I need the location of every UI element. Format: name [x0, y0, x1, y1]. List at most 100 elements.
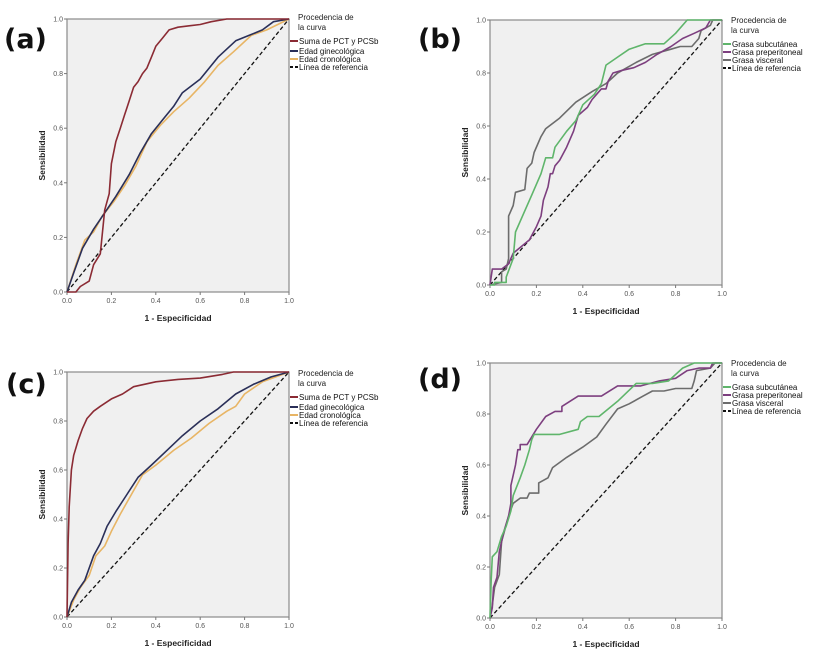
- y-tick-label: 0.2: [53, 235, 63, 242]
- legend-title: Procedencia de: [298, 13, 354, 22]
- roc-panel-b: (b) 0.0 0.2 0.4 0.6 0.8 1.0 0.0 0.2 0.4 0.6 0.8 1.0 1…: [418, 16, 803, 316]
- y-tick-label: 0.2: [476, 230, 486, 237]
- y-tick-label: 0.0: [476, 283, 486, 290]
- legend-title: la curva: [298, 23, 327, 32]
- panel-label: (c): [6, 369, 47, 400]
- x-tick-label: 0.4: [578, 291, 588, 298]
- x-tick-label: 1.0: [717, 624, 727, 631]
- y-tick-label: 0.8: [53, 419, 63, 426]
- x-tick-label: 0.8: [671, 624, 681, 631]
- y-tick-label: 1.0: [53, 370, 63, 377]
- series-line-linea-de-referencia: [66, 18, 290, 293]
- roc-panel-c: (c) 0.0 0.2 0.4 0.6 0.8 1.0 0.0 0.2 0.4 0.6 0.8 1.0 1…: [6, 369, 379, 648]
- legend-item-label: Grasa subcutánea: [732, 40, 798, 49]
- legend-item-label: Línea de referencia: [299, 63, 368, 72]
- y-tick-label: 0.6: [53, 468, 63, 475]
- series-line-grasa-visceral: [489, 19, 722, 286]
- x-tick-label: 0.0: [62, 623, 72, 630]
- series-line-linea-de-referencia: [66, 371, 290, 618]
- y-tick-label: 0.4: [53, 517, 63, 524]
- x-tick-label: 0.4: [151, 298, 161, 305]
- legend-item-label: Línea de referencia: [732, 64, 801, 73]
- y-tick-label: 1.0: [53, 17, 63, 24]
- x-tick-label: 0.8: [240, 623, 250, 630]
- panel-label: (a): [4, 24, 47, 55]
- x-tick-label: 0.2: [107, 623, 117, 630]
- x-tick-label: 0.4: [578, 624, 588, 631]
- x-tick-label: 0.6: [195, 623, 205, 630]
- legend-item-label: Grasa visceral: [732, 56, 783, 65]
- y-tick-label: 0.8: [53, 71, 63, 78]
- legend-item-label: Grasa visceral: [732, 399, 783, 408]
- x-tick-label: 0.0: [485, 291, 495, 298]
- y-tick-label: 1.0: [476, 361, 486, 368]
- x-tick-label: 0.0: [62, 298, 72, 305]
- legend-title: Procedencia de: [731, 16, 787, 25]
- series-line-suma-de-pct-y-pcsb: [67, 18, 289, 293]
- y-axis-title: Sensibilidad: [460, 465, 470, 515]
- y-tick-label: 0.0: [476, 616, 486, 623]
- x-tick-label: 1.0: [717, 291, 727, 298]
- y-tick-label: 0.6: [476, 463, 486, 470]
- series-line-suma-de-pct-y-pcsb: [66, 371, 289, 618]
- x-tick-label: 0.4: [151, 623, 161, 630]
- legend-title: Procedencia de: [298, 369, 354, 378]
- panel-label: (b): [418, 24, 462, 55]
- x-tick-label: 1.0: [284, 298, 294, 305]
- panel-label: (d): [418, 364, 462, 395]
- y-axis-title: Sensibilidad: [37, 130, 47, 180]
- series-line-edad-ginecologica: [66, 371, 290, 618]
- y-tick-label: 0.4: [476, 514, 486, 521]
- series-line-linea-de-referencia: [489, 362, 723, 619]
- y-tick-label: 0.8: [476, 71, 486, 78]
- x-tick-label: 0.6: [624, 291, 634, 298]
- series-line-edad-cronologica: [66, 371, 290, 618]
- y-tick-label: 0.2: [53, 566, 63, 573]
- x-tick-label: 0.2: [107, 298, 117, 305]
- y-tick-label: 0.8: [476, 412, 486, 419]
- x-tick-label: 0.6: [624, 624, 634, 631]
- x-tick-label: 0.0: [485, 624, 495, 631]
- series-line-grasa-preperitoneal: [489, 19, 722, 286]
- y-tick-label: 0.6: [53, 126, 63, 133]
- legend-item-label: Grasa preperitoneal: [732, 48, 803, 57]
- series-line-edad-ginecologica: [66, 18, 290, 293]
- x-tick-label: 0.2: [532, 624, 542, 631]
- legend-item-label: Edad cronológica: [299, 411, 361, 420]
- x-tick-label: 0.2: [532, 291, 542, 298]
- legend-item-label: Edad cronológica: [299, 55, 361, 64]
- y-tick-label: 0.2: [476, 565, 486, 572]
- x-tick-label: 0.6: [195, 298, 205, 305]
- series-line-grasa-subcutanea: [490, 19, 722, 286]
- legend-title: la curva: [731, 26, 760, 35]
- y-tick-label: 0.4: [53, 180, 63, 187]
- x-tick-label: 0.8: [671, 291, 681, 298]
- legend-item-label: Suma de PCT y PCSb: [299, 37, 379, 46]
- legend-item-label: Grasa subcutánea: [732, 383, 798, 392]
- y-tick-label: 0.4: [476, 177, 486, 184]
- y-tick-label: 0.6: [476, 124, 486, 131]
- legend-item-label: Edad ginecológica: [299, 47, 365, 56]
- legend-title: la curva: [298, 379, 327, 388]
- roc-panel-a: (a) 0.0 0.2 0.4 0.6 0.8 1.0 0.0 0.2 0.4 0.6 0.8 1.0 1…: [4, 13, 379, 323]
- x-tick-label: 1.0: [284, 623, 294, 630]
- x-tick-label: 0.8: [240, 298, 250, 305]
- y-axis-title: Sensibilidad: [37, 469, 47, 519]
- legend-item-label: Línea de referencia: [732, 407, 801, 416]
- y-tick-label: 1.0: [476, 18, 486, 25]
- series-line-grasa-subcutanea: [489, 362, 722, 619]
- y-tick-label: 0.0: [53, 615, 63, 622]
- legend-item-label: Línea de referencia: [299, 419, 368, 428]
- legend-item-label: Grasa preperitoneal: [732, 391, 803, 400]
- x-axis-title: 1 - Especificidad: [144, 313, 211, 323]
- roc-panel-d: (d) 0.0 0.2 0.4 0.6 0.8 1.0 0.0 0.2 0.4 0.6 0.8 1.0 1…: [418, 359, 803, 649]
- y-axis-title: Sensibilidad: [460, 127, 470, 177]
- x-axis-title: 1 - Especificidad: [572, 306, 639, 316]
- y-tick-label: 0.0: [53, 290, 63, 297]
- x-axis-title: 1 - Especificidad: [572, 639, 639, 649]
